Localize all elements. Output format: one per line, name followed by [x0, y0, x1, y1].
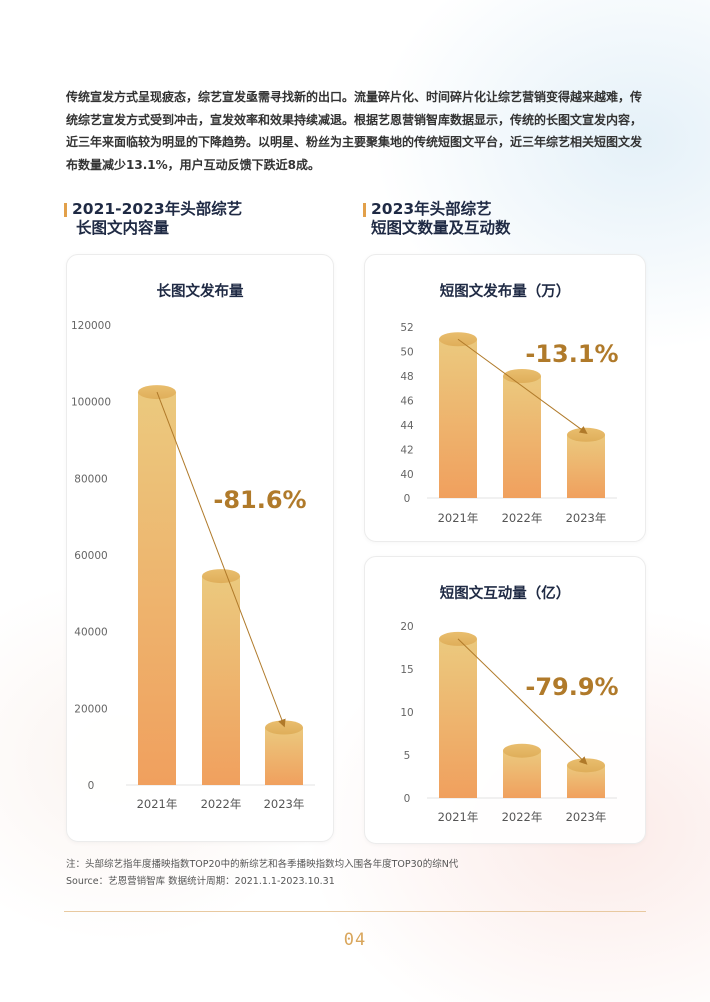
chart-title: 短图文互动量（亿）	[440, 584, 571, 602]
y-tick-label: 15	[400, 664, 413, 676]
bar-cap	[567, 427, 605, 442]
section-accent-bar	[64, 203, 67, 217]
bar	[503, 376, 541, 498]
bar	[439, 638, 477, 798]
bar-cap	[138, 385, 176, 400]
x-tick-label: 2023年	[264, 797, 305, 811]
bar	[265, 727, 303, 785]
section-title-left-line1: 2021-2023年头部综艺	[72, 200, 243, 218]
x-tick-label: 2023年	[566, 810, 607, 824]
y-tick-label: 42	[400, 445, 413, 457]
section-title-left-line2: 长图文内容量	[76, 219, 170, 237]
section-title-left: 2021-2023年头部综艺 长图文内容量	[64, 200, 243, 238]
y-tick-label: 10	[400, 707, 413, 719]
x-tick-label: 2022年	[201, 797, 242, 811]
y-tick-label: 0	[404, 793, 411, 805]
x-tick-label: 2021年	[438, 511, 479, 525]
short-interactions-bar-chart: 短图文互动量（亿） 0 5 10 15 20 2021年 2022年 2023年 -79.9%	[400, 584, 618, 824]
x-tick-label: 2022年	[502, 810, 543, 824]
y-tick-label: 20	[400, 621, 413, 633]
chart-card-short-posts: 短图文发布量（万） 0 40 42 44 46 48 50 52 2021年 2022年 2023年 -…	[364, 254, 646, 542]
long-posts-bar-chart: 长图文发布量 0 20000 40000 60000 80000 100000 120000 2…	[71, 282, 315, 811]
x-tick-label: 2021年	[438, 810, 479, 824]
trend-arrow	[457, 338, 588, 434]
bar	[138, 392, 176, 785]
y-tick-label: 60000	[74, 550, 107, 562]
x-tick-label: 2023年	[566, 511, 607, 525]
section-title-right-line2: 短图文数量及互动数	[371, 219, 511, 237]
y-tick-label: 48	[400, 371, 413, 383]
y-tick-label: 100000	[71, 397, 111, 409]
footnote: 注：头部综艺指年度播映指数TOP20中的新综艺和各季播映指数均入围各年度TOP3…	[66, 856, 458, 890]
change-percentage: -79.9%	[525, 673, 618, 701]
y-tick-label: 120000	[71, 320, 111, 332]
chart-card-short-interactions: 短图文互动量（亿） 0 5 10 15 20 2021年 2022年 2023年 -79.9%	[364, 556, 646, 844]
bar-cap	[202, 569, 240, 584]
bar	[202, 576, 240, 785]
y-tick-label: 80000	[74, 473, 107, 485]
y-tick-label: 40	[400, 469, 413, 481]
bar	[439, 339, 477, 498]
y-tick-label: 20000	[74, 703, 107, 715]
y-tick-label: 46	[400, 396, 414, 408]
bar	[567, 434, 605, 498]
y-tick-label: 0	[404, 493, 411, 505]
y-tick-label: 44	[400, 420, 414, 432]
trend-arrow	[457, 638, 588, 765]
short-posts-bar-chart: 短图文发布量（万） 0 40 42 44 46 48 50 52 2021年 2022年 2023年 -…	[400, 282, 618, 525]
footnote-line1: 注：头部综艺指年度播映指数TOP20中的新综艺和各季播映指数均入围各年度TOP3…	[66, 859, 459, 870]
section-title-right: 2023年头部综艺 短图文数量及互动数	[363, 200, 511, 238]
bar-cap	[265, 720, 303, 735]
y-tick-label: 50	[400, 347, 413, 359]
footer-divider	[64, 911, 646, 912]
y-tick-label: 52	[400, 322, 413, 334]
trend-arrow	[156, 391, 286, 728]
bar-cap	[503, 743, 541, 758]
intro-paragraph: 传统宣发方式呈现疲态，综艺宣发亟需寻找新的出口。流量碎片化、时间碎片化让综艺营销…	[66, 90, 643, 172]
page-number: 04	[343, 930, 367, 950]
section-accent-bar	[363, 203, 366, 217]
bar	[503, 750, 541, 798]
chart-card-long-posts: 长图文发布量 0 20000 40000 60000 80000 100000 120000 2…	[66, 254, 334, 842]
change-percentage: -81.6%	[213, 486, 306, 514]
x-tick-label: 2021年	[137, 797, 178, 811]
chart-title: 长图文发布量	[157, 282, 244, 300]
y-tick-label: 5	[404, 750, 411, 762]
footnote-source: Source：艺恩营销智库 数据统计周期：2021.1.1-2023.10.31	[66, 876, 335, 887]
bar-cap	[567, 758, 605, 773]
x-tick-label: 2022年	[502, 511, 543, 525]
y-tick-label: 0	[88, 780, 95, 792]
chart-title: 短图文发布量（万）	[440, 282, 571, 300]
y-tick-label: 40000	[74, 627, 107, 639]
section-title-right-line1: 2023年头部综艺	[371, 200, 492, 218]
change-percentage: -13.1%	[525, 340, 618, 368]
